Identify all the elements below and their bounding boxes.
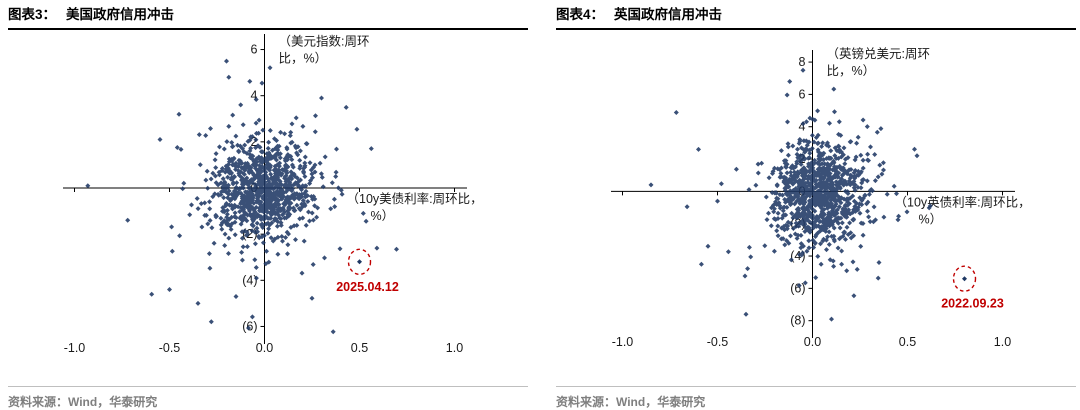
x-tick-label: 0.5 — [899, 335, 916, 349]
y-tick-label: 2 — [251, 135, 258, 149]
chart-title-uk: 图表4： 英国政府信用冲击 — [556, 6, 1076, 30]
us-credit-shock-scatter-chart: 6420(2)(4)(6)-1.0-0.50.00.51.0（美元指数:周环比，… — [63, 34, 483, 355]
annotation-label: 2022.09.23 — [941, 297, 1004, 311]
y-tick-label: 0 — [251, 181, 258, 195]
x-axis-title: （10y英债利率:周环比， — [895, 194, 1031, 209]
x-tick-label: 0.5 — [351, 341, 368, 355]
x-tick-label: 0.0 — [804, 335, 821, 349]
figure-label: 图表3： — [8, 7, 57, 22]
annotation-circle — [347, 248, 372, 276]
y-tick-label: (8) — [790, 314, 805, 328]
x-tick-label: -0.5 — [159, 341, 181, 355]
y-tick-label: 6 — [799, 87, 806, 101]
figure-title: 美国政府信用冲击 — [66, 7, 175, 22]
y-tick-label: (6) — [242, 319, 257, 333]
y-axis-title: 比，%） — [279, 52, 328, 66]
x-tick-label: -1.0 — [612, 335, 634, 349]
x-tick-label: 1.0 — [446, 341, 463, 355]
y-axis-title: 比，%） — [827, 64, 876, 78]
annotation-label: 2025.04.12 — [336, 280, 399, 294]
figure-title: 英国政府信用冲击 — [614, 7, 723, 22]
x-tick-label: -1.0 — [64, 341, 86, 355]
annotation-circle — [952, 265, 977, 292]
y-tick-label: (4) — [242, 273, 257, 287]
chart-title-us: 图表3： 美国政府信用冲击 — [8, 6, 528, 30]
x-axis-title: %） — [371, 209, 395, 223]
y-axis-title: （美元指数:周环 — [279, 34, 370, 49]
x-tick-label: 0.0 — [256, 341, 273, 355]
x-tick-label: 1.0 — [994, 335, 1011, 349]
y-tick-label: 4 — [251, 89, 258, 103]
annotation-point — [962, 276, 967, 282]
y-tick-label: 6 — [251, 43, 258, 57]
figure-label: 图表4： — [556, 7, 605, 22]
source-note: 资料来源：Wind，华泰研究 — [8, 386, 528, 410]
x-axis-title: （10y美债利率:周环比， — [347, 191, 483, 206]
y-tick-label: 8 — [799, 55, 806, 69]
y-tick-label: (6) — [790, 281, 805, 295]
uk-credit-shock-scatter-chart: 86420(2)(4)(6)(8)-1.0-0.50.00.51.0（英镑兑美元… — [611, 46, 1031, 349]
source-note: 资料来源：Wind，华泰研究 — [556, 386, 1076, 410]
x-tick-label: -0.5 — [707, 335, 729, 349]
y-tick-label: 4 — [799, 120, 806, 134]
x-axis-title: %） — [919, 212, 943, 226]
y-axis-title: （英镑兑美元:周环 — [827, 46, 930, 61]
chart-panel-us: 图表3：美国政府信用冲击 6420(2)(4)(6)-1.0-0.50.00.5… — [8, 6, 528, 410]
annotation-point — [357, 259, 362, 265]
scatter-points — [648, 67, 933, 322]
chart-panel-uk: 图表4：英国政府信用冲击 86420(2)(4)(6)(8)-1.0-0.50.… — [540, 0, 1080, 410]
scatter-points — [85, 58, 400, 335]
